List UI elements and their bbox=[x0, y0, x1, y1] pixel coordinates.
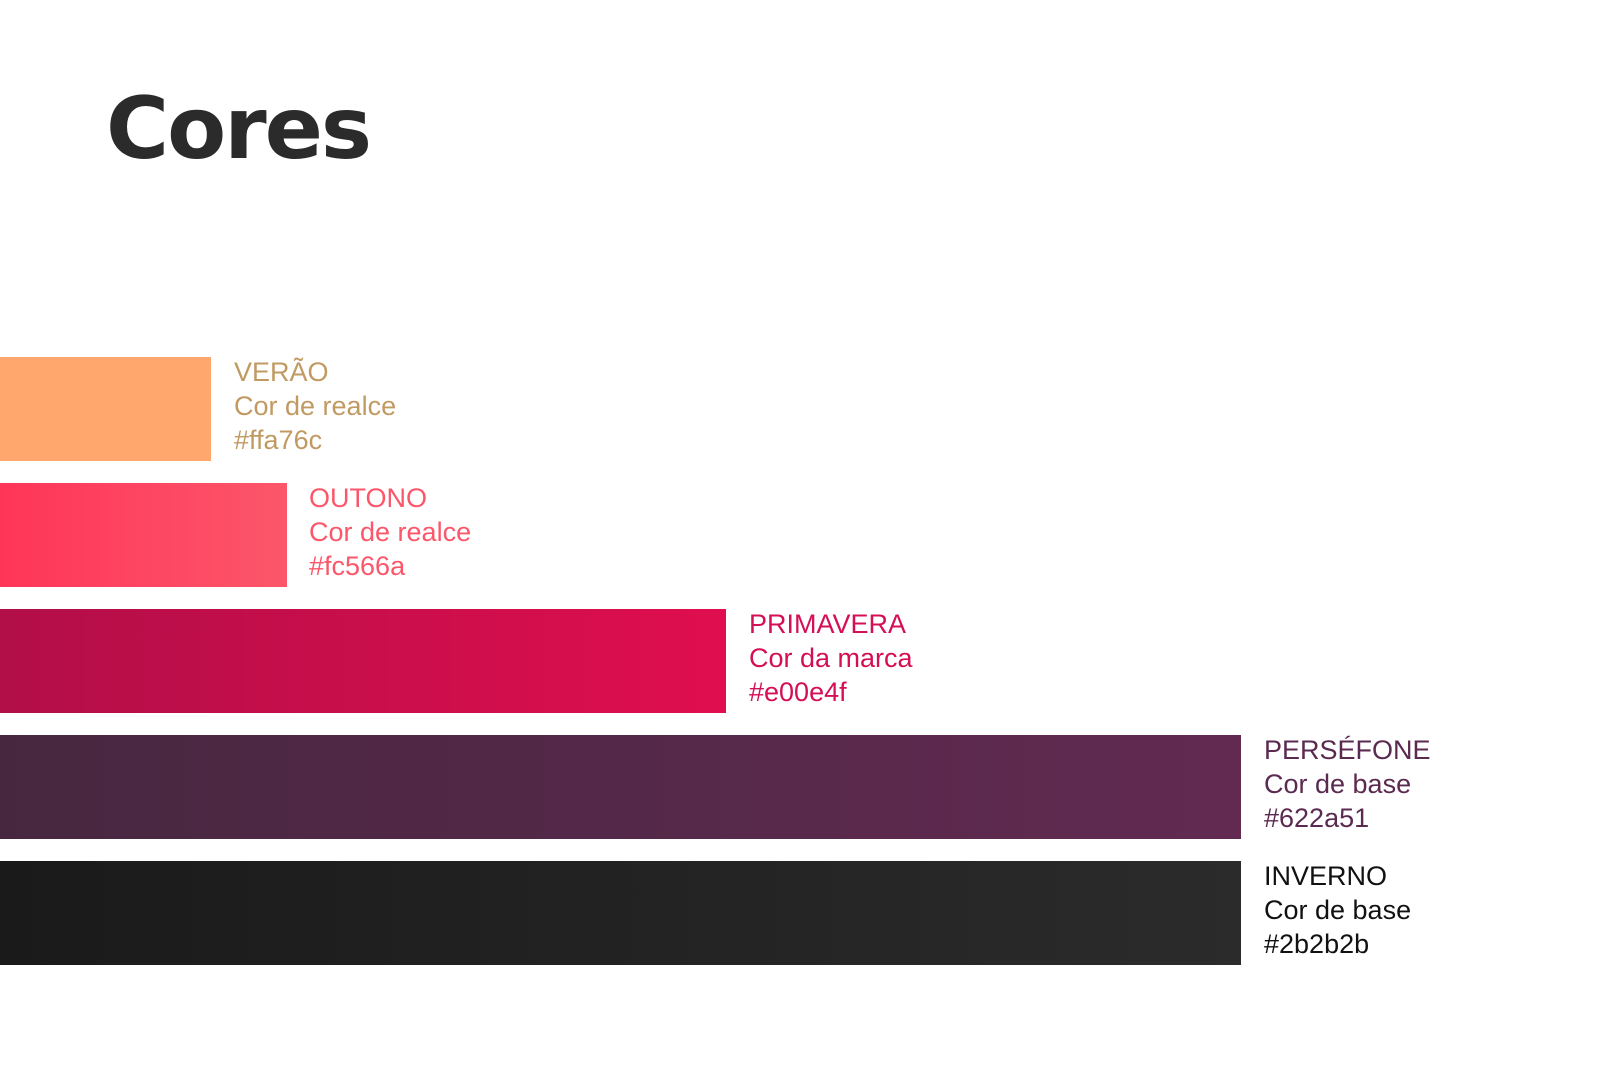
color-name: OUTONO bbox=[309, 483, 428, 513]
color-info-inverno: INVERNO Cor de base #2b2b2b bbox=[1264, 859, 1411, 961]
color-info-persefone: PERSÉFONE Cor de base #622a51 bbox=[1264, 733, 1431, 835]
color-role: Cor da marca bbox=[749, 643, 913, 673]
color-name: PRIMAVERA bbox=[749, 609, 907, 639]
color-info-verao: VERÃO Cor de realce #ffa76c bbox=[234, 355, 396, 457]
color-name: INVERNO bbox=[1264, 861, 1388, 891]
color-bar-persefone bbox=[0, 735, 1241, 839]
page-title: Cores bbox=[106, 79, 372, 179]
color-hex: #e00e4f bbox=[749, 677, 847, 707]
color-info-outono: OUTONO Cor de realce #fc566a bbox=[309, 481, 471, 583]
color-hex: #fc566a bbox=[309, 551, 406, 581]
color-name: VERÃO bbox=[234, 357, 329, 387]
color-bar-verao bbox=[0, 357, 211, 461]
color-name: PERSÉFONE bbox=[1264, 735, 1431, 765]
color-role: Cor de base bbox=[1264, 895, 1412, 925]
color-info-primavera: PRIMAVERA Cor da marca #e00e4f bbox=[749, 607, 913, 709]
color-hex: #622a51 bbox=[1264, 803, 1370, 833]
color-role: Cor de realce bbox=[309, 517, 472, 547]
color-bar-primavera bbox=[0, 609, 726, 713]
color-bar-inverno bbox=[0, 861, 1241, 965]
color-role: Cor de realce bbox=[234, 391, 397, 421]
color-bar-outono bbox=[0, 483, 287, 587]
color-hex: #2b2b2b bbox=[1264, 929, 1370, 959]
color-role: Cor de base bbox=[1264, 769, 1412, 799]
color-hex: #ffa76c bbox=[234, 425, 323, 455]
